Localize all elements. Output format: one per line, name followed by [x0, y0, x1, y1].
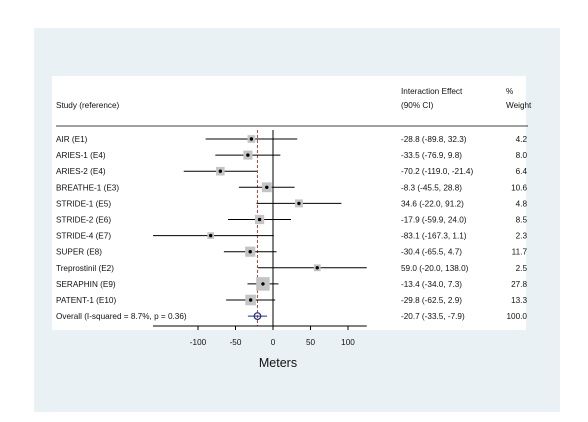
weight-text: 13.3 — [511, 296, 527, 305]
weight-text: 2.3 — [516, 232, 528, 241]
x-tick-label: -50 — [230, 338, 242, 347]
study-label: SERAPHIN (E9) — [56, 280, 116, 289]
study-label: PATENT-1 (E10) — [56, 296, 116, 305]
ci-text: -28.8 (-89.8, 32.3) — [401, 135, 467, 144]
ci-text: -70.2 (-119.0, -21.4) — [401, 167, 473, 176]
overall-weight-text: 100.0 — [507, 312, 528, 321]
weight-text: 11.7 — [512, 248, 528, 257]
point-estimate — [261, 282, 265, 286]
x-tick-label: -100 — [190, 338, 207, 347]
point-estimate — [248, 250, 252, 254]
overall-label: Overall (I-squared = 8.7%, p = 0.36) — [56, 312, 187, 321]
weight-text: 2.5 — [516, 264, 528, 273]
overall-ci-text: -20.7 (-33.5, -7.9) — [401, 312, 465, 321]
point-estimate — [248, 298, 253, 302]
weight-text: 8.0 — [516, 151, 528, 160]
x-axis-label: Meters — [259, 356, 297, 370]
study-label: AIR (E1) — [56, 135, 88, 144]
point-estimate — [257, 217, 262, 222]
header-study: Study (reference) — [56, 101, 120, 110]
weight-text: 8.5 — [516, 216, 528, 225]
weight-text: 27.8 — [511, 280, 527, 289]
weight-text: 4.2 — [516, 135, 528, 144]
point-estimate — [246, 153, 250, 157]
point-estimate — [297, 201, 301, 206]
ci-text: -29.8 (-62.5, 2.9) — [401, 296, 462, 305]
header-effect: Interaction Effect — [401, 87, 463, 96]
study-label: Treprostinil (E2) — [56, 264, 114, 273]
study-label: STRIDE-4 (E7) — [56, 232, 111, 241]
weight-text: 6.4 — [516, 167, 528, 176]
weight-text: 10.6 — [511, 183, 527, 192]
ci-text: -83.1 (-167.3, 1.1) — [401, 232, 467, 241]
header-percent: % — [506, 87, 513, 96]
x-tick-label: 50 — [306, 338, 316, 347]
point-estimate — [208, 233, 213, 238]
ci-text: -30.4 (-65.5, 4.7) — [401, 248, 462, 257]
plot-marks: -100 -50 0 50 100 AIR (E1) -28.8 (-89.8, 32.3)… — [56, 125, 528, 347]
header-ci: (90% CI) — [401, 101, 434, 110]
weight-text: 4.8 — [516, 199, 528, 208]
ci-text: -33.5 (-76.9, 9.8) — [401, 151, 462, 160]
overall-marker — [253, 312, 262, 321]
point-estimate — [315, 266, 319, 270]
ci-text: -8.3 (-45.5, 28.8) — [401, 183, 462, 192]
ci-text: 59.0 (-20.0, 138.0) — [401, 264, 469, 273]
point-estimate — [265, 185, 269, 189]
ci-text: 34.6 (-22.0, 91.2) — [401, 199, 464, 208]
point-estimate — [249, 137, 254, 141]
header-weight: Weight — [506, 101, 532, 110]
x-tick-label: 0 — [271, 338, 276, 347]
study-label: BREATHE-1 (E3) — [56, 183, 119, 192]
study-label: ARIES-2 (E4) — [56, 167, 106, 176]
point-estimate — [218, 169, 223, 173]
study-label: STRIDE-2 (E6) — [56, 216, 111, 225]
ci-text: -17.9 (-59.9, 24.0) — [401, 216, 467, 225]
ci-text: -13.4 (-34.0, 7.3) — [401, 280, 462, 289]
study-label: SUPER (E8) — [56, 248, 102, 257]
x-tick-label: 100 — [341, 338, 355, 347]
study-label: ARIES-1 (E4) — [56, 151, 106, 160]
study-label: STRIDE-1 (E5) — [56, 199, 111, 208]
